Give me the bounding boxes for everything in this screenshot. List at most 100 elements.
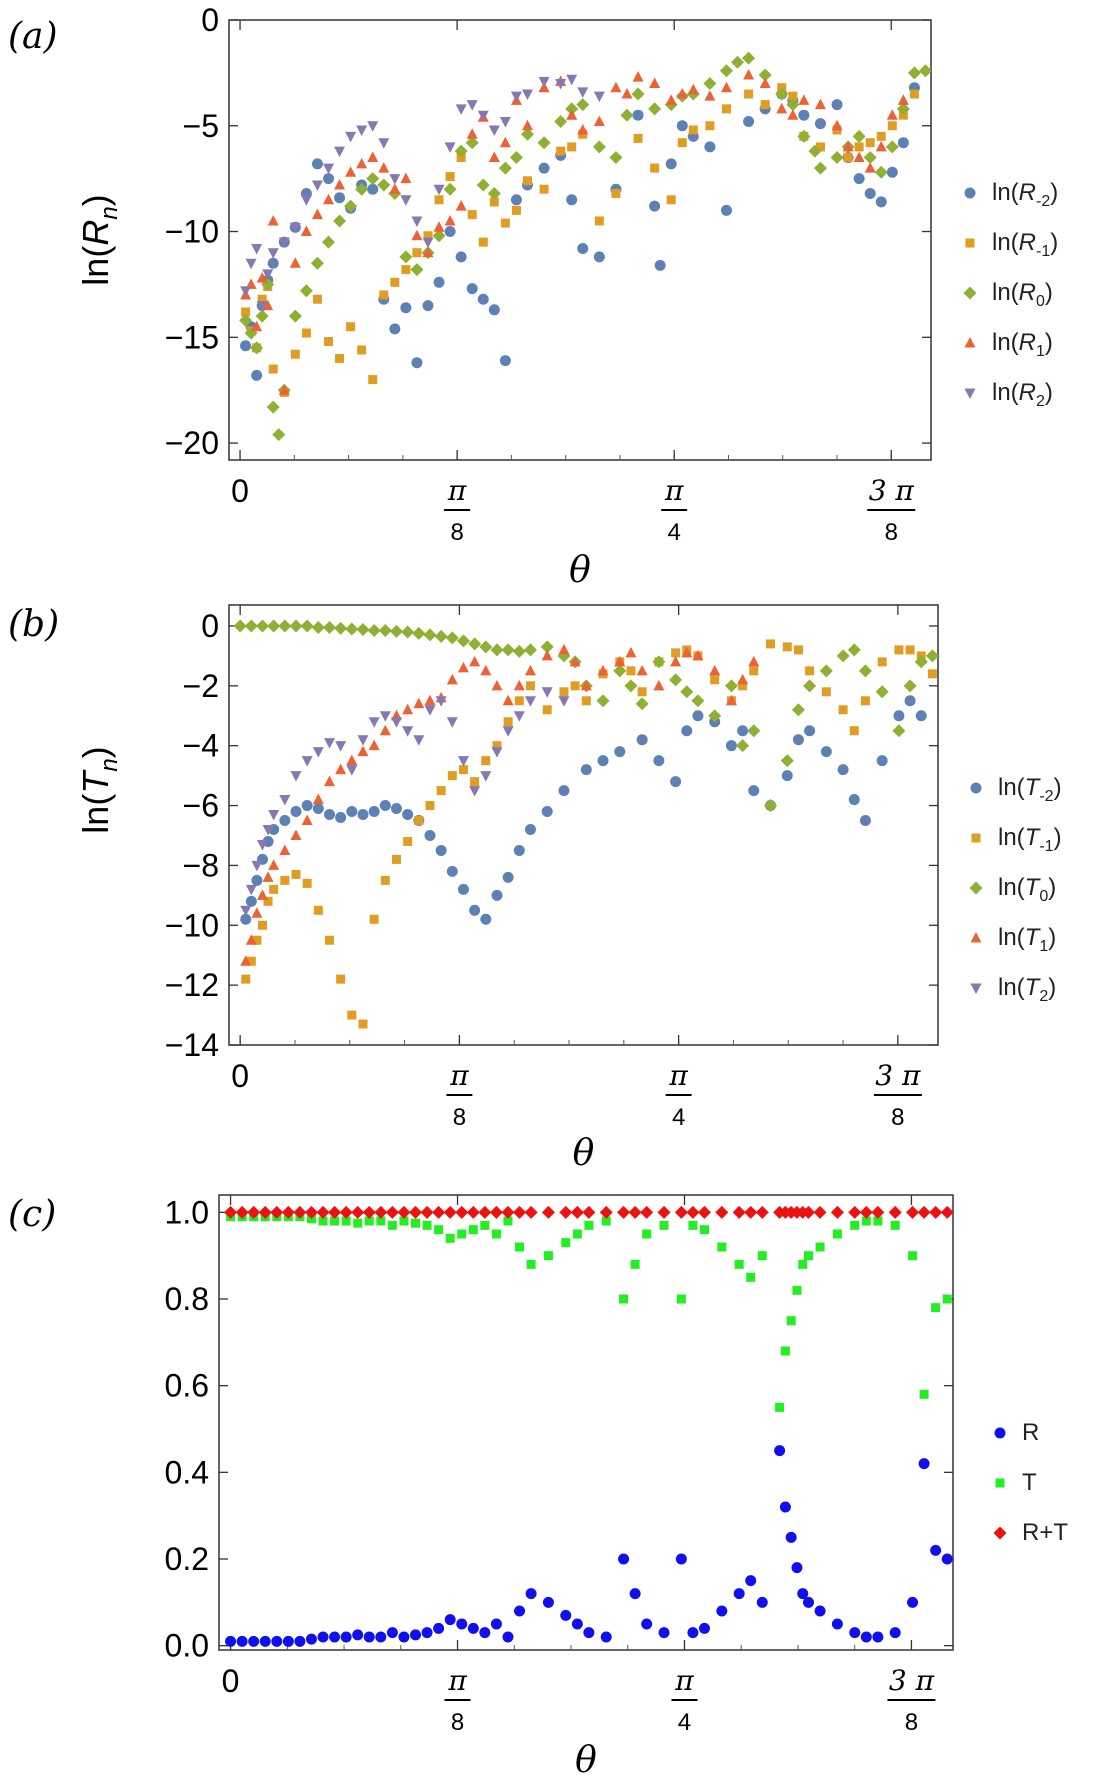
data-point (671, 648, 681, 658)
data-point (890, 1220, 900, 1230)
data-point (346, 806, 358, 818)
data-point (444, 142, 456, 153)
data-point (357, 345, 367, 355)
data-point (541, 687, 553, 698)
data-point (514, 1605, 526, 1617)
data-point (709, 664, 721, 676)
data-point (313, 905, 323, 915)
data-point (235, 1205, 249, 1219)
data-point (908, 1251, 918, 1261)
data-point (489, 1205, 503, 1219)
data-point (819, 664, 833, 678)
data-point (498, 161, 512, 175)
data-point (692, 649, 704, 661)
data-point (374, 1205, 388, 1219)
data-point (240, 905, 252, 917)
x-tick-label-denominator: 8 (885, 519, 898, 546)
series-2 (224, 1205, 953, 1219)
legend-marker (995, 1478, 1005, 1488)
data-point (676, 120, 688, 132)
data-point (240, 955, 252, 966)
data-point (554, 115, 568, 129)
data-point (311, 158, 323, 170)
data-point (513, 844, 525, 856)
data-point (888, 1205, 902, 1219)
data-point (344, 199, 358, 213)
data-point (502, 1631, 514, 1643)
data-point (398, 1631, 410, 1643)
data-point (425, 801, 435, 811)
data-point (526, 1259, 536, 1269)
data-point (379, 800, 391, 812)
data-point (720, 81, 732, 93)
data-point (600, 1631, 612, 1643)
data-point (491, 679, 503, 691)
data-point (420, 1205, 434, 1219)
data-point (520, 127, 534, 141)
data-point (734, 1259, 744, 1269)
data-point (832, 1229, 842, 1239)
legend-entry: ln(R1) (992, 329, 1053, 360)
data-point (480, 771, 492, 782)
data-point (311, 620, 325, 634)
legend-marker (963, 286, 977, 300)
x-tick-label-denominator: 8 (451, 1709, 464, 1736)
data-point (886, 109, 898, 120)
data-point (268, 364, 278, 374)
data-point (659, 1220, 669, 1230)
data-point (838, 705, 848, 715)
data-point (490, 643, 504, 657)
data-point (289, 222, 301, 234)
series-4 (240, 74, 605, 312)
data-point (435, 844, 447, 856)
data-point (584, 1220, 594, 1230)
data-point (401, 625, 415, 639)
data-point (786, 1316, 796, 1326)
data-point (224, 1205, 238, 1219)
data-point (368, 739, 380, 751)
data-point (251, 243, 263, 255)
data-point (850, 1220, 860, 1230)
data-point (270, 1205, 284, 1219)
x-tick-label-denominator: 4 (678, 1709, 691, 1736)
data-point (323, 738, 335, 749)
data-point (436, 786, 446, 796)
data-point (538, 162, 550, 174)
data-point (852, 129, 866, 143)
data-point (421, 1627, 433, 1639)
data-point (424, 829, 436, 841)
data-point (356, 125, 368, 136)
data-point (594, 216, 604, 226)
data-point (885, 140, 899, 154)
data-point (491, 1229, 501, 1239)
y-axis-title: ln(Rn) (75, 194, 123, 285)
data-point (710, 675, 720, 685)
data-point (630, 1259, 640, 1269)
data-point (345, 622, 359, 636)
data-point (300, 225, 312, 237)
y-tick-label: −2 (183, 668, 219, 704)
data-point (423, 628, 437, 642)
panel-label: (b) (8, 604, 59, 645)
data-point (443, 1205, 457, 1219)
data-point (521, 119, 533, 131)
data-point (512, 644, 526, 658)
y-tick-label: 0 (201, 2, 219, 38)
data-point (488, 151, 500, 162)
data-point (609, 151, 623, 164)
data-point (599, 1205, 613, 1219)
y-tick-label: −6 (183, 788, 219, 824)
legend-marker (993, 1526, 1007, 1540)
series-0 (240, 82, 920, 381)
data-point (345, 166, 357, 177)
data-point (335, 812, 347, 824)
data-point (670, 776, 682, 788)
data-point (775, 1402, 785, 1412)
data-point (558, 696, 570, 707)
data-point (386, 1627, 398, 1639)
data-point (628, 1205, 642, 1219)
data-point (618, 1553, 630, 1565)
data-point (909, 89, 919, 99)
data-point (917, 1205, 931, 1219)
data-point (654, 259, 666, 271)
